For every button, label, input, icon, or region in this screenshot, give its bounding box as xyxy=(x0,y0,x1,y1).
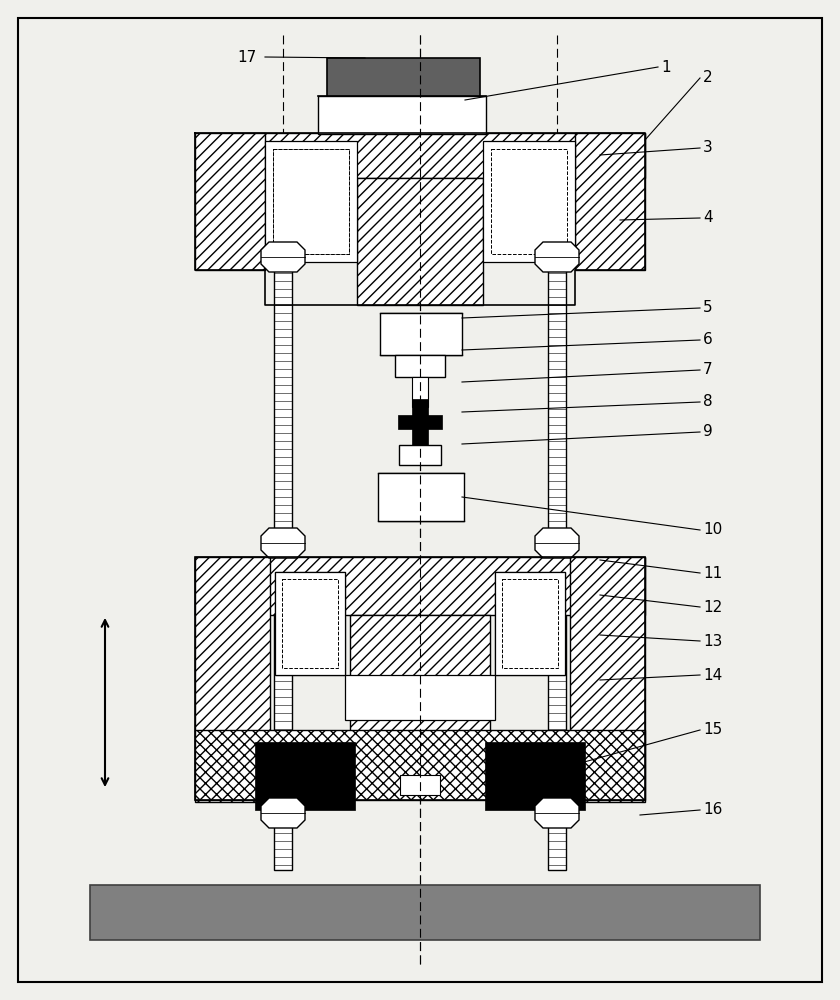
Bar xyxy=(195,557,645,800)
Bar xyxy=(90,885,760,940)
Bar xyxy=(195,133,645,178)
Text: 11: 11 xyxy=(703,566,722,580)
Text: 3: 3 xyxy=(703,140,713,155)
Polygon shape xyxy=(535,528,579,558)
Bar xyxy=(275,572,345,675)
Text: 15: 15 xyxy=(703,722,722,738)
Bar xyxy=(195,557,270,802)
Bar xyxy=(398,415,442,429)
Bar xyxy=(483,141,575,262)
Bar xyxy=(282,579,338,668)
Bar xyxy=(575,133,645,270)
Polygon shape xyxy=(535,798,579,828)
Text: 16: 16 xyxy=(703,802,722,818)
Bar xyxy=(495,572,565,675)
Bar xyxy=(195,557,645,615)
Bar xyxy=(327,58,480,96)
Bar xyxy=(548,140,566,870)
Bar xyxy=(255,742,355,810)
Bar xyxy=(274,140,292,870)
Polygon shape xyxy=(261,798,305,828)
Bar xyxy=(412,377,428,407)
Bar xyxy=(318,96,486,134)
Text: 14: 14 xyxy=(703,668,722,682)
Text: 10: 10 xyxy=(703,522,722,538)
Text: 6: 6 xyxy=(703,332,713,348)
Bar xyxy=(399,445,441,465)
Polygon shape xyxy=(261,242,305,272)
Text: 17: 17 xyxy=(238,49,257,64)
Bar xyxy=(195,133,265,270)
Text: 7: 7 xyxy=(703,362,712,377)
Text: 2: 2 xyxy=(703,70,712,86)
Bar xyxy=(400,775,440,795)
Bar xyxy=(345,675,495,720)
Text: 5: 5 xyxy=(703,300,712,316)
Bar xyxy=(265,141,357,262)
Bar xyxy=(378,473,464,521)
Bar xyxy=(502,579,558,668)
Bar xyxy=(395,355,445,377)
Text: 8: 8 xyxy=(703,394,712,410)
Bar xyxy=(195,730,645,800)
Bar xyxy=(357,178,483,305)
Polygon shape xyxy=(261,528,305,558)
Bar xyxy=(273,149,349,254)
Polygon shape xyxy=(535,242,579,272)
Text: 4: 4 xyxy=(703,211,712,226)
Bar xyxy=(491,149,567,254)
Bar xyxy=(570,557,645,802)
Text: 13: 13 xyxy=(703,634,722,648)
Bar xyxy=(495,572,565,675)
Text: 12: 12 xyxy=(703,599,722,614)
Bar xyxy=(412,399,428,445)
Bar xyxy=(275,572,345,675)
Text: 9: 9 xyxy=(703,424,713,440)
Bar xyxy=(380,313,462,355)
Bar xyxy=(350,615,490,790)
Text: 1: 1 xyxy=(661,60,670,75)
Bar xyxy=(273,149,349,254)
Bar xyxy=(485,742,585,810)
